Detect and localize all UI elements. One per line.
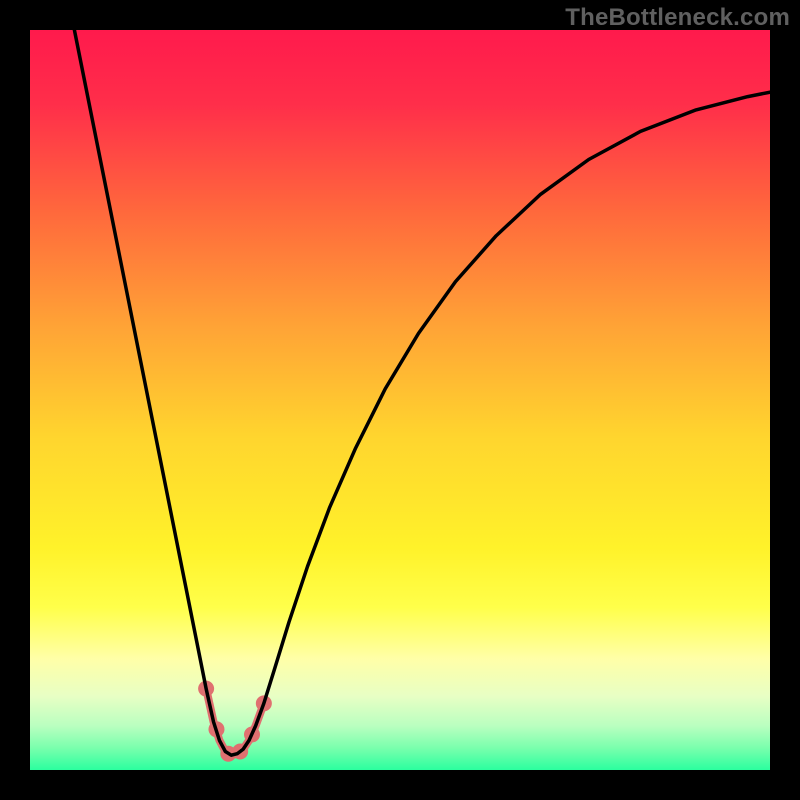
watermark-text: TheBottleneck.com	[565, 4, 790, 32]
plot-svg	[30, 30, 770, 770]
chart-canvas: TheBottleneck.com	[0, 0, 800, 800]
gradient-background	[30, 30, 770, 770]
plot-area	[30, 30, 770, 770]
